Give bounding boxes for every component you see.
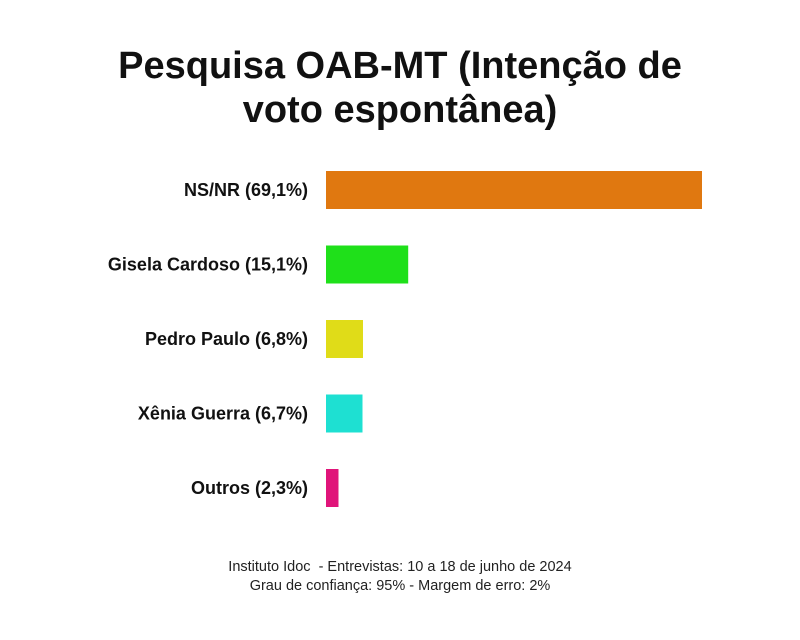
bar xyxy=(326,394,363,433)
chart-footer: Instituto Idoc - Entrevistas: 10 a 18 de… xyxy=(0,558,800,596)
chart-title: Pesquisa OAB-MT (Intenção de voto espont… xyxy=(0,44,800,132)
bar xyxy=(326,171,702,209)
category-label: NS/NR (69,1%) xyxy=(184,180,308,200)
footer-source-line: Instituto Idoc - Entrevistas: 10 a 18 de… xyxy=(228,559,572,575)
bar xyxy=(326,469,339,507)
chart-title-line-2: voto espontânea) xyxy=(242,89,558,131)
category-label: Xênia Guerra (6,7%) xyxy=(138,404,308,424)
bar xyxy=(326,320,363,358)
bar xyxy=(326,245,409,284)
chart-title-line-1: Pesquisa OAB-MT (Intenção de xyxy=(118,45,682,87)
bar-chart: NS/NR (69,1%) Gisela Cardoso (15,1%) Pedro… xyxy=(108,171,702,507)
category-label: Outros (2,3%) xyxy=(191,478,308,498)
category-label: Pedro Paulo (6,8%) xyxy=(145,329,308,349)
footer-confidence-line: Grau de confiança: 95% - Margem de erro:… xyxy=(249,578,551,594)
category-label: Gisela Cardoso (15,1%) xyxy=(108,255,308,275)
